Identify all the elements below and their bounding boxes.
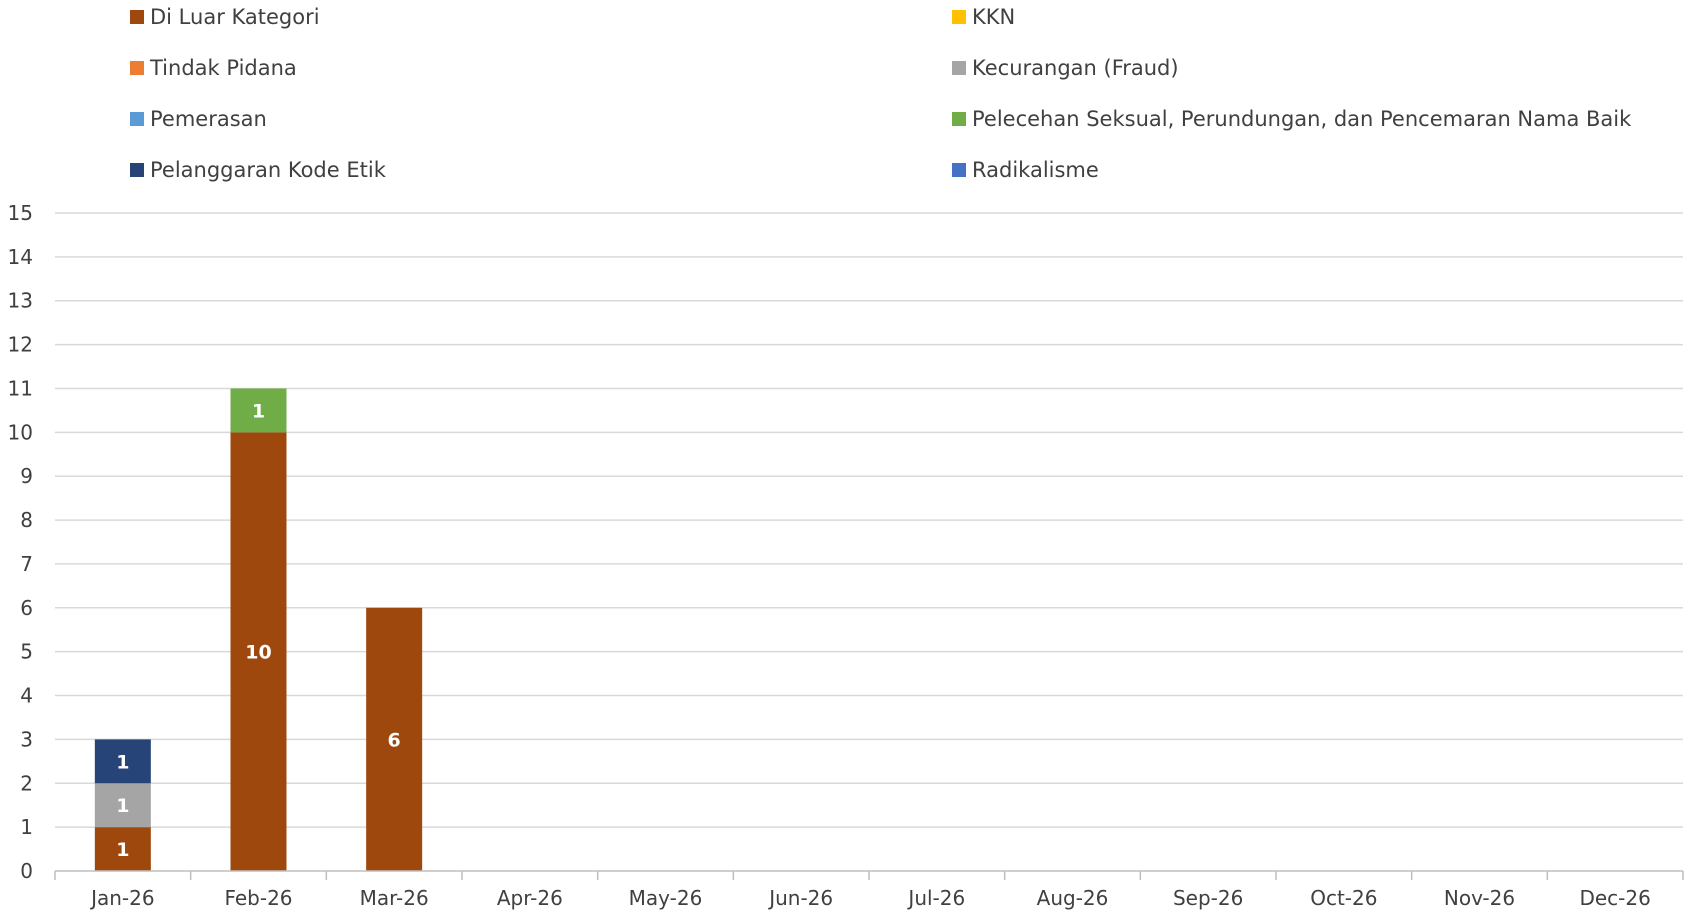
legend-item-di-luar-kategori: Di Luar Kategori — [130, 5, 320, 29]
bar-jan-26-di-luar-kategori — [94, 827, 151, 871]
data-label-mar-26-di-luar-kategori: 6 — [388, 729, 401, 751]
bars: 1 1 1 10 1 6 — [94, 388, 423, 871]
y-tick-label-2: 2 — [20, 771, 33, 795]
y-tick-label-10: 10 — [8, 420, 33, 444]
legend-item-pemerasan: Pemerasan — [130, 107, 267, 131]
data-label-jan-26-kecurangan-fraud: 1 — [116, 795, 129, 817]
legend: Di Luar Kategori KKN Tindak Pidana Kecurang… — [130, 5, 1632, 182]
x-tick-label-sep-26: Sep-26 — [1173, 886, 1243, 910]
x-tick-label-mar-26: Mar-26 — [360, 886, 429, 910]
legend-label-kkn: KKN — [972, 5, 1015, 29]
legend-item-kecurangan-fraud: Kecurangan (Fraud) — [952, 56, 1179, 80]
x-axis: Jan-26 Feb-26 Mar-26 Apr-26 May-26 Jun-26 Jul-… — [54, 870, 1684, 910]
y-tick-label-15: 15 — [8, 201, 33, 225]
legend-item-pelanggaran-kode-etik: Pelanggaran Kode Etik — [130, 158, 387, 182]
x-tick-label-nov-26: Nov-26 — [1444, 886, 1515, 910]
data-label-jan-26-pelanggaran-kode-etik: 1 — [116, 751, 129, 773]
y-tick-label-12: 12 — [8, 333, 33, 357]
y-tick-label-5: 5 — [20, 640, 33, 664]
x-tick-label-feb-26: Feb-26 — [224, 886, 292, 910]
legend-item-radikalisme: Radikalisme — [952, 158, 1099, 182]
y-tick-label-4: 4 — [20, 684, 33, 708]
x-tick-label-dec-26: Dec-26 — [1579, 886, 1650, 910]
data-label-jan-26-di-luar-kategori: 1 — [116, 839, 129, 861]
bar-jan-26-kecurangan-fraud — [94, 783, 151, 828]
legend-swatch-kecurangan-fraud — [952, 61, 966, 75]
y-tick-label-8: 8 — [20, 508, 33, 532]
data-label-feb-26-di-luar-kategori: 10 — [245, 642, 271, 664]
gridlines — [55, 212, 1683, 828]
legend-label-tindak-pidana: Tindak Pidana — [149, 56, 297, 80]
legend-swatch-di-luar-kategori — [130, 10, 144, 24]
legend-label-di-luar-kategori: Di Luar Kategori — [150, 5, 320, 29]
legend-item-pelecehan-seksual-perundungan-dan-pencemaran-nama-baik: Pelecehan Seksual, Perundungan, dan Penc… — [952, 107, 1632, 131]
bar-mar-26-di-luar-kategori — [366, 607, 423, 871]
y-tick-label-0: 0 — [20, 859, 33, 883]
y-tick-label-13: 13 — [8, 289, 33, 313]
legend-swatch-pelanggaran-kode-etik — [130, 163, 144, 177]
x-tick-label-oct-26: Oct-26 — [1310, 886, 1377, 910]
y-tick-label-7: 7 — [20, 552, 33, 576]
y-tick-label-14: 14 — [8, 245, 33, 269]
legend-item-tindak-pidana: Tindak Pidana — [130, 56, 297, 80]
bar-jan-26-pelanggaran-kode-etik — [94, 739, 151, 784]
legend-swatch-tindak-pidana — [130, 61, 144, 75]
x-tick-label-apr-26: Apr-26 — [497, 886, 563, 910]
x-tick-label-may-26: May-26 — [629, 886, 703, 910]
x-tick-label-jan-26: Jan-26 — [89, 886, 155, 910]
legend-label-radikalisme: Radikalisme — [972, 158, 1099, 182]
legend-label-pelecehan-seksual-perundungan-dan-pencemaran-nama-baik: Pelecehan Seksual, Perundungan, dan Penc… — [972, 107, 1632, 131]
x-tick-label-jul-26: Jul-26 — [906, 886, 965, 910]
legend-item-kkn: KKN — [952, 5, 1015, 29]
legend-swatch-pemerasan — [130, 112, 144, 126]
y-tick-label-11: 11 — [8, 376, 33, 400]
y-tick-label-1: 1 — [20, 815, 33, 839]
bar-feb-26-di-luar-kategori — [230, 432, 287, 871]
y-tick-label-3: 3 — [20, 727, 33, 751]
x-tick-label-jun-26: Jun-26 — [767, 886, 833, 910]
legend-swatch-kkn — [952, 10, 966, 24]
legend-swatch-pelecehan-seksual-perundungan-dan-pencemaran-nama-baik — [952, 112, 966, 126]
legend-label-pemerasan: Pemerasan — [150, 107, 267, 131]
bar-feb-26-pelecehan-seksual-perundungan-dan-pencemaran-nama-baik — [230, 388, 287, 433]
legend-label-kecurangan-fraud: Kecurangan (Fraud) — [972, 56, 1179, 80]
data-label-feb-26-pelecehan-seksual-perundungan-dan-pencemaran-nama-baik: 1 — [252, 400, 265, 422]
legend-swatch-radikalisme — [952, 163, 966, 177]
y-tick-label-6: 6 — [20, 596, 33, 620]
y-tick-label-9: 9 — [20, 464, 33, 488]
x-tick-label-aug-26: Aug-26 — [1037, 886, 1109, 910]
legend-label-pelanggaran-kode-etik: Pelanggaran Kode Etik — [150, 158, 387, 182]
